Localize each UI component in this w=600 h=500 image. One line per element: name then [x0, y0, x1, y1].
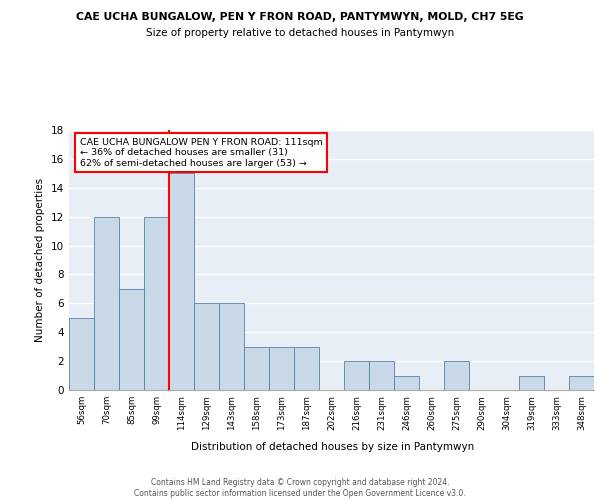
Text: Contains HM Land Registry data © Crown copyright and database right 2024.
Contai: Contains HM Land Registry data © Crown c… — [134, 478, 466, 498]
Bar — [444, 361, 469, 390]
Bar — [369, 361, 394, 390]
Text: Distribution of detached houses by size in Pantymwyn: Distribution of detached houses by size … — [191, 442, 475, 452]
Bar — [269, 346, 294, 390]
Bar — [344, 361, 369, 390]
Bar — [194, 304, 219, 390]
Bar — [519, 376, 544, 390]
Text: CAE UCHA BUNGALOW PEN Y FRON ROAD: 111sqm
← 36% of detached houses are smaller (: CAE UCHA BUNGALOW PEN Y FRON ROAD: 111sq… — [79, 138, 322, 168]
Bar — [219, 304, 244, 390]
Bar — [244, 346, 269, 390]
Bar — [69, 318, 94, 390]
Bar — [294, 346, 319, 390]
Text: Size of property relative to detached houses in Pantymwyn: Size of property relative to detached ho… — [146, 28, 454, 38]
Bar — [394, 376, 419, 390]
Bar — [119, 289, 144, 390]
Bar — [94, 216, 119, 390]
Bar — [144, 216, 169, 390]
Bar — [169, 174, 194, 390]
Y-axis label: Number of detached properties: Number of detached properties — [35, 178, 46, 342]
Bar — [569, 376, 594, 390]
Text: CAE UCHA BUNGALOW, PEN Y FRON ROAD, PANTYMWYN, MOLD, CH7 5EG: CAE UCHA BUNGALOW, PEN Y FRON ROAD, PANT… — [76, 12, 524, 22]
